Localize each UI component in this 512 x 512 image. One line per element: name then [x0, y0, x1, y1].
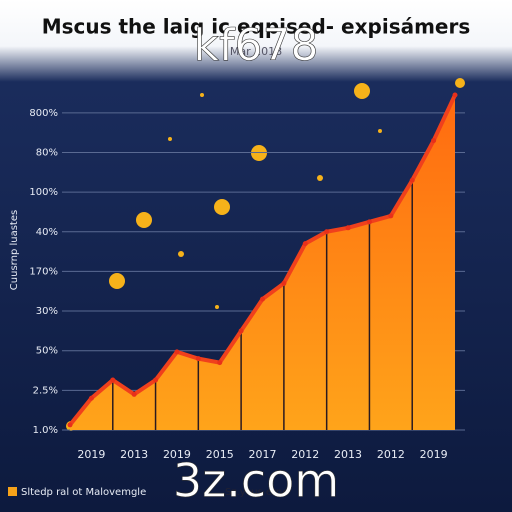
- point: [153, 377, 159, 383]
- x-tick-label: 2019: [77, 448, 105, 461]
- chart-title: Mscus the laig ic eqpised- expisámers: [42, 15, 471, 39]
- point: [345, 225, 351, 231]
- legend-swatch: [8, 487, 17, 496]
- point: [324, 229, 330, 235]
- point: [195, 356, 201, 362]
- point: [260, 296, 265, 302]
- point: [388, 213, 394, 219]
- point: [366, 219, 372, 225]
- y-tick-label: 50%: [36, 346, 58, 357]
- watermark: kf678: [194, 20, 319, 71]
- x-tick-label: 2015: [206, 448, 234, 461]
- point: [409, 177, 415, 183]
- x-tick-label: 2019: [163, 448, 191, 461]
- watermark: 3z.com: [173, 454, 339, 508]
- x-tick-label: 2012: [377, 448, 405, 461]
- y-tick-label: 2.5%: [33, 385, 58, 396]
- point: [238, 328, 244, 334]
- y-tick-label: 80%: [36, 147, 58, 158]
- point: [110, 377, 116, 383]
- y-tick-label: 100%: [29, 187, 58, 198]
- y-axis-label: Cuusrnp luastes: [9, 210, 20, 290]
- x-tick-label: 2013: [120, 448, 148, 461]
- legend-label: Sz.ycus ernd: [225, 487, 289, 498]
- decorative-dots: [66, 78, 465, 431]
- x-tick-label: 2013: [334, 448, 362, 461]
- y-tick-label: 800%: [29, 108, 58, 119]
- point: [174, 349, 180, 355]
- legend-label: Sltedp ral ot Malovemgle: [21, 487, 146, 498]
- y-tick-label: 40%: [36, 227, 58, 238]
- point: [67, 422, 73, 428]
- x-tick-label: 2019: [420, 448, 448, 461]
- point: [431, 138, 437, 144]
- y-tick-label: 30%: [36, 306, 58, 317]
- y-tick-label: 1.0%: [33, 425, 58, 436]
- point: [88, 395, 94, 401]
- point: [452, 92, 458, 98]
- chart-subtitle: Mar 2018: [230, 45, 282, 58]
- x-tick-label: 2012: [291, 448, 319, 461]
- x-tick-label: 2017: [249, 448, 277, 461]
- y-tick-label: 170%: [29, 266, 58, 277]
- point: [281, 280, 287, 286]
- point: [302, 241, 308, 247]
- point: [217, 360, 223, 366]
- point: [131, 391, 137, 397]
- area-fill: [70, 94, 455, 430]
